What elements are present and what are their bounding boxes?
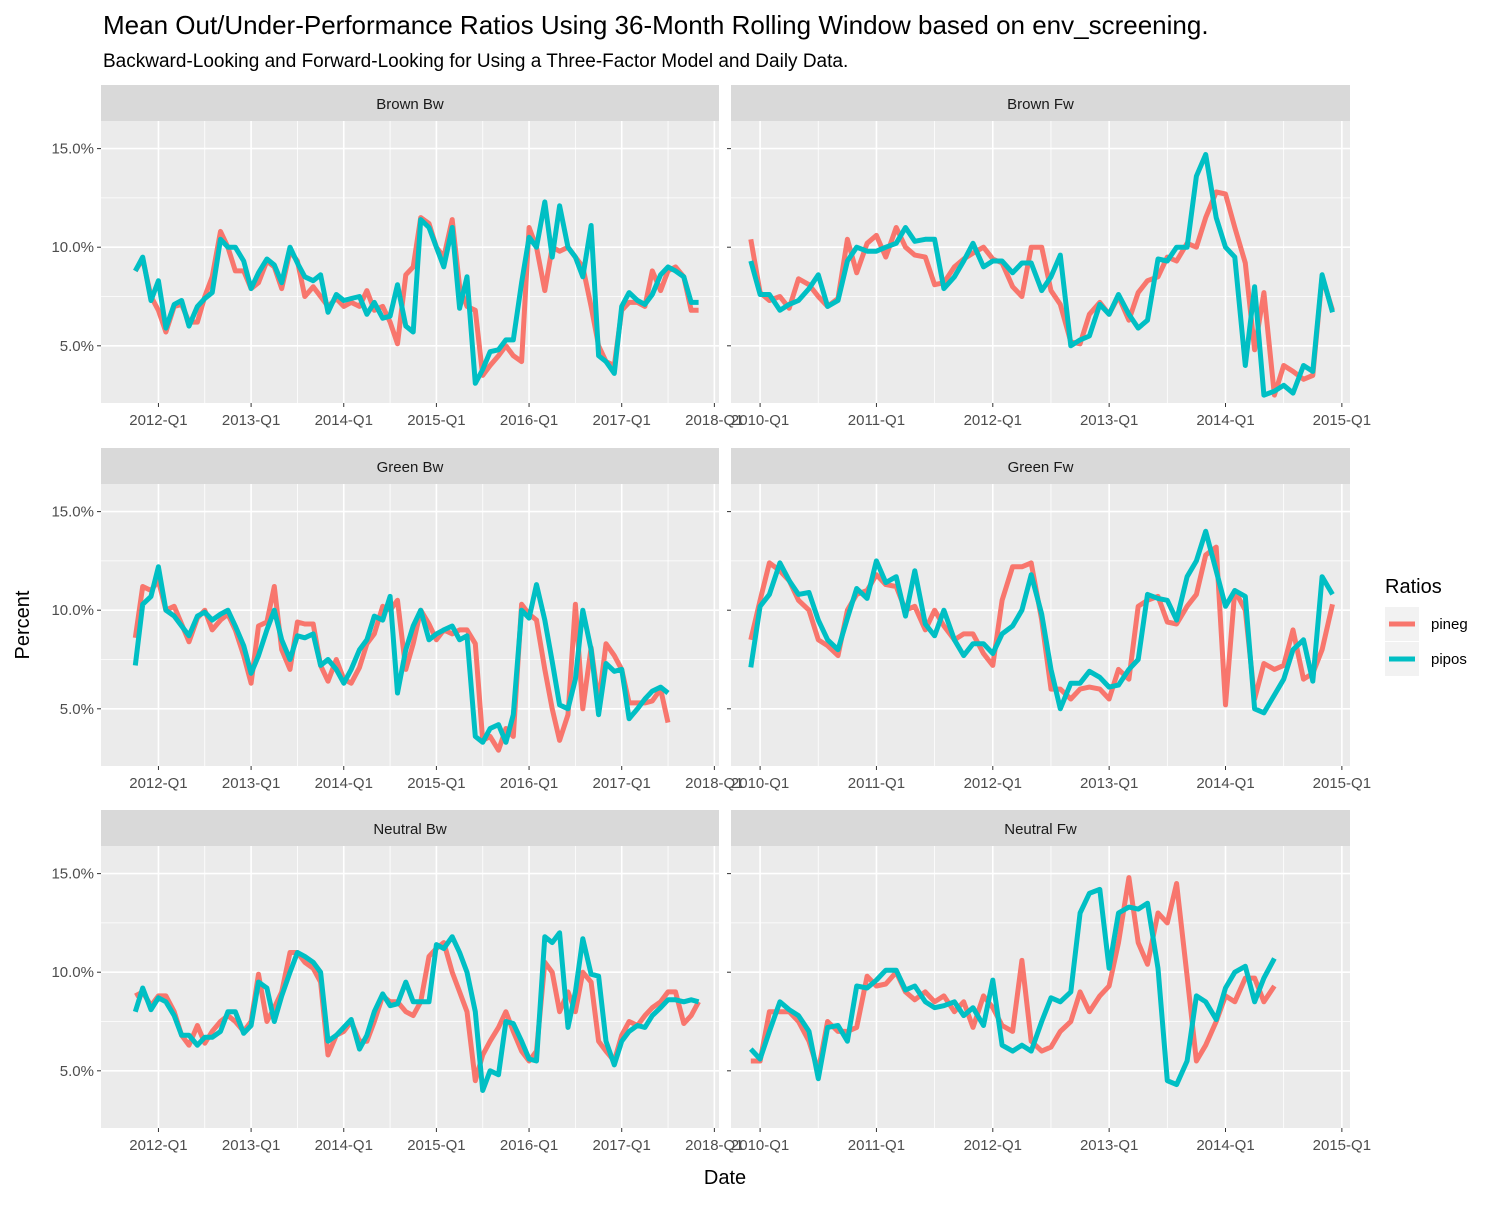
facet-strip-label: Green Fw xyxy=(1008,459,1074,476)
chart-title: Mean Out/Under-Performance Ratios Using … xyxy=(103,10,1209,40)
x-tick-label: 2013-Q1 xyxy=(1080,1137,1138,1154)
x-tick-label: 2012-Q1 xyxy=(129,412,187,429)
x-tick-label: 2014-Q1 xyxy=(1196,412,1254,429)
facet-strip-label: Green Bw xyxy=(377,459,444,476)
x-tick-label: 2014-Q1 xyxy=(1196,1137,1254,1154)
x-tick-label: 2010-Q1 xyxy=(731,775,789,792)
y-tick-label: 15.0% xyxy=(51,141,94,158)
x-tick-label: 2015-Q1 xyxy=(407,1137,465,1154)
facet-panels: Brown Bw 5.0% 10.0% 15.0% 2012-Q1 2013-Q1 2014… xyxy=(51,85,1371,1154)
panel-background xyxy=(731,121,1350,403)
legend-keys: pineg pipos xyxy=(1385,607,1468,676)
y-tick-label: 10.0% xyxy=(51,964,94,981)
x-tick-label: 2013-Q1 xyxy=(1080,412,1138,429)
facet-strip xyxy=(101,85,719,121)
series-line-pipos xyxy=(748,152,1335,398)
x-tick-label: 2018-Q1 xyxy=(685,1137,743,1154)
legend-label: pineg xyxy=(1431,616,1468,633)
x-tick-label: 2017-Q1 xyxy=(593,775,651,792)
x-tick-label: 2013-Q1 xyxy=(222,412,280,429)
x-tick-label: 2013-Q1 xyxy=(222,775,280,792)
panel-neutral-bw: Neutral Bw 5.0% 10.0% 15.0% 2012-Q1 2013-Q1 20… xyxy=(51,810,744,1154)
x-tick-label: 2014-Q1 xyxy=(1196,775,1254,792)
legend-title: Ratios xyxy=(1385,576,1442,598)
x-tick-label: 2017-Q1 xyxy=(593,1137,651,1154)
panel-background xyxy=(731,846,1350,1128)
panel-green-bw: Green Bw 5.0% 10.0% 15.0% 2012-Q1 2013-Q1 2014… xyxy=(51,448,744,792)
x-axis-title: Date xyxy=(704,1167,746,1189)
facet-strip xyxy=(101,448,719,484)
x-tick-label: 2015-Q1 xyxy=(1313,1137,1371,1154)
x-tick-label: 2013-Q1 xyxy=(1080,775,1138,792)
panel-background xyxy=(101,121,719,403)
y-tick-label: 15.0% xyxy=(51,504,94,521)
y-axis-title: Percent xyxy=(12,590,34,659)
legend-item-pipos: pipos xyxy=(1385,642,1467,676)
x-tick-label: 2014-Q1 xyxy=(315,412,373,429)
y-tick-label: 5.0% xyxy=(60,1063,94,1080)
x-tick-label: 2013-Q1 xyxy=(222,1137,280,1154)
legend-item-pineg: pineg xyxy=(1385,607,1468,641)
x-tick-label: 2012-Q1 xyxy=(964,1137,1022,1154)
x-tick-label: 2012-Q1 xyxy=(964,412,1022,429)
legend: Ratios pineg pipos xyxy=(1385,576,1468,676)
series-line-pipos xyxy=(132,564,670,745)
x-tick-label: 2010-Q1 xyxy=(731,412,789,429)
facet-strip-label: Neutral Fw xyxy=(1004,821,1077,838)
x-tick-label: 2015-Q1 xyxy=(1313,775,1371,792)
series-line-pipos xyxy=(133,199,699,386)
facet-strip xyxy=(101,810,719,846)
x-tick-label: 2011-Q1 xyxy=(848,1137,905,1154)
facet-strip xyxy=(731,85,1350,121)
x-tick-label: 2012-Q1 xyxy=(129,775,187,792)
series-line-pipos xyxy=(132,930,700,1093)
y-tick-label: 10.0% xyxy=(51,239,94,256)
series-line-pipos xyxy=(748,528,1335,716)
x-tick-label: 2011-Q1 xyxy=(848,412,905,429)
facet-strip xyxy=(731,810,1350,846)
facet-strip xyxy=(731,448,1350,484)
series-line-pipos xyxy=(748,886,1277,1088)
facet-strip-label: Brown Fw xyxy=(1007,96,1074,113)
y-tick-label: 15.0% xyxy=(51,866,94,883)
y-tick-label: 5.0% xyxy=(60,701,94,718)
x-tick-label: 2011-Q1 xyxy=(848,775,905,792)
x-tick-label: 2016-Q1 xyxy=(500,412,558,429)
x-tick-label: 2014-Q1 xyxy=(315,1137,373,1154)
x-tick-label: 2010-Q1 xyxy=(731,1137,789,1154)
x-tick-label: 2016-Q1 xyxy=(500,1137,558,1154)
x-tick-label: 2016-Q1 xyxy=(500,775,558,792)
x-tick-label: 2018-Q1 xyxy=(685,412,743,429)
x-tick-label: 2015-Q1 xyxy=(407,775,465,792)
y-tick-label: 5.0% xyxy=(60,338,94,355)
panel-green-fw: Green Fw 2010-Q1 2011-Q1 2012-Q1 2013-Q1 2014… xyxy=(727,448,1371,792)
x-tick-label: 2015-Q1 xyxy=(407,412,465,429)
x-tick-label: 2014-Q1 xyxy=(315,775,373,792)
legend-label: pipos xyxy=(1431,651,1467,668)
x-tick-label: 2018-Q1 xyxy=(685,775,743,792)
panel-brown-fw: Brown Fw 2010-Q1 2011-Q1 2012-Q1 2013-Q1 2014… xyxy=(727,85,1371,429)
x-tick-label: 2017-Q1 xyxy=(593,412,651,429)
facet-strip-label: Brown Bw xyxy=(376,96,444,113)
series-line-pineg xyxy=(750,875,1277,1074)
y-tick-label: 10.0% xyxy=(51,602,94,619)
x-tick-label: 2015-Q1 xyxy=(1313,412,1371,429)
panel-background xyxy=(101,484,719,766)
chart-subtitle: Backward-Looking and Forward-Looking for… xyxy=(103,51,848,72)
panel-neutral-fw: Neutral Fw 2010-Q1 2011-Q1 2012-Q1 2013-Q1 20… xyxy=(727,810,1371,1154)
x-tick-label: 2012-Q1 xyxy=(964,775,1022,792)
series-line-pineg xyxy=(748,189,1335,398)
series-line-pineg xyxy=(134,940,701,1084)
facet-strip-label: Neutral Bw xyxy=(373,821,447,838)
panel-brown-bw: Brown Bw 5.0% 10.0% 15.0% 2012-Q1 2013-Q1 2014… xyxy=(51,85,744,429)
x-tick-label: 2012-Q1 xyxy=(129,1137,187,1154)
